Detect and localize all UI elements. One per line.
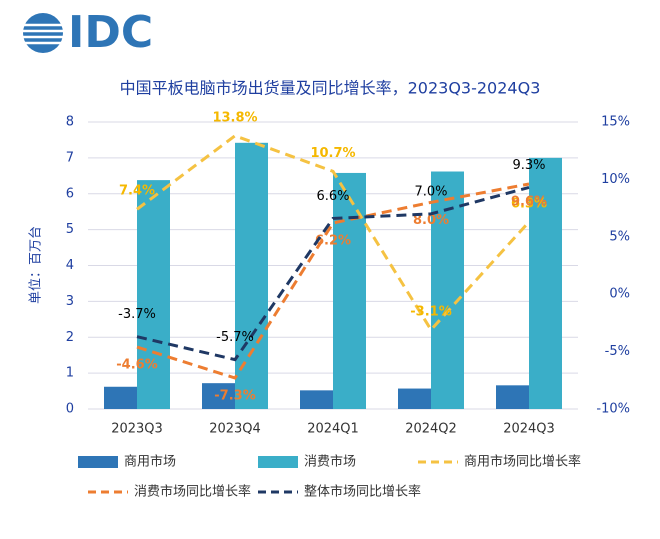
y-tick-label: 4 (66, 258, 74, 273)
line (136, 185, 530, 362)
y2-tick-label: -5% (605, 344, 630, 359)
y-tick-label: 8 (66, 115, 74, 130)
bar (431, 171, 464, 409)
y2-tick-label: 10% (601, 172, 630, 187)
bar (137, 180, 170, 409)
x-tick-label: 2024Q3 (503, 422, 555, 437)
y-tick-label: 7 (66, 150, 74, 165)
data-label: 9.6% (511, 194, 547, 209)
data-label: -4.6% (116, 358, 157, 373)
data-label: 6.2% (315, 234, 351, 249)
logo: IDC (20, 7, 153, 58)
x-tick-label: 2024Q2 (405, 422, 457, 437)
data-label: 7.4% (119, 184, 155, 199)
legend-swatch (258, 456, 298, 468)
y-tick-label: 2 (66, 330, 74, 345)
y-tick-label: 6 (66, 186, 74, 201)
y-tick-label: 5 (66, 222, 74, 237)
brand: IDC (68, 7, 153, 58)
legend-label: 消费市场同比增长率 (134, 484, 251, 500)
bar (202, 383, 235, 409)
x-tick-label: 2024Q1 (307, 422, 359, 437)
data-label: 8.0% (413, 213, 449, 228)
data-label: -3.1% (410, 304, 451, 319)
y-axis-label: 单位：百万台 (29, 226, 44, 304)
bar (300, 390, 333, 409)
x-tick-label: 2023Q3 (111, 422, 163, 437)
bar (104, 386, 137, 409)
legend-label: 商用市场 (124, 454, 176, 470)
y2-tick-label: -10% (596, 402, 630, 417)
data-label: 7.0% (414, 184, 447, 199)
data-label: -5.7% (216, 330, 254, 345)
y-tick-label: 3 (66, 294, 74, 309)
bar (529, 157, 562, 409)
y2-tick-label: 15% (601, 115, 630, 130)
chart-title: 中国平板电脑市场出货量及同比增长率，2023Q3-2024Q3 (120, 79, 541, 98)
data-label: 9.3% (512, 158, 545, 173)
legend-label: 商用市场同比增长率 (464, 454, 581, 470)
bar (496, 385, 529, 409)
legend-swatch (78, 456, 118, 468)
bar (235, 142, 268, 409)
data-label: 6.6% (316, 189, 349, 204)
data-label: 13.8% (212, 110, 257, 125)
bar (398, 388, 431, 409)
y2-tick-label: 0% (609, 287, 630, 302)
x-tick-label: 2023Q4 (209, 422, 261, 437)
data-label: 6.3% (511, 196, 547, 211)
legend-label: 整体市场同比增长率 (304, 484, 421, 500)
data-label: -7.3% (214, 389, 255, 404)
legend-label: 消费市场 (304, 454, 356, 470)
y-tick-label: 1 (66, 366, 74, 381)
data-label: -3.7% (118, 307, 156, 322)
y-tick-label: 0 (66, 402, 74, 417)
bar (333, 172, 366, 409)
data-label: 10.7% (310, 146, 355, 161)
line (136, 134, 531, 333)
line (136, 182, 530, 380)
y2-tick-label: 5% (609, 229, 630, 244)
